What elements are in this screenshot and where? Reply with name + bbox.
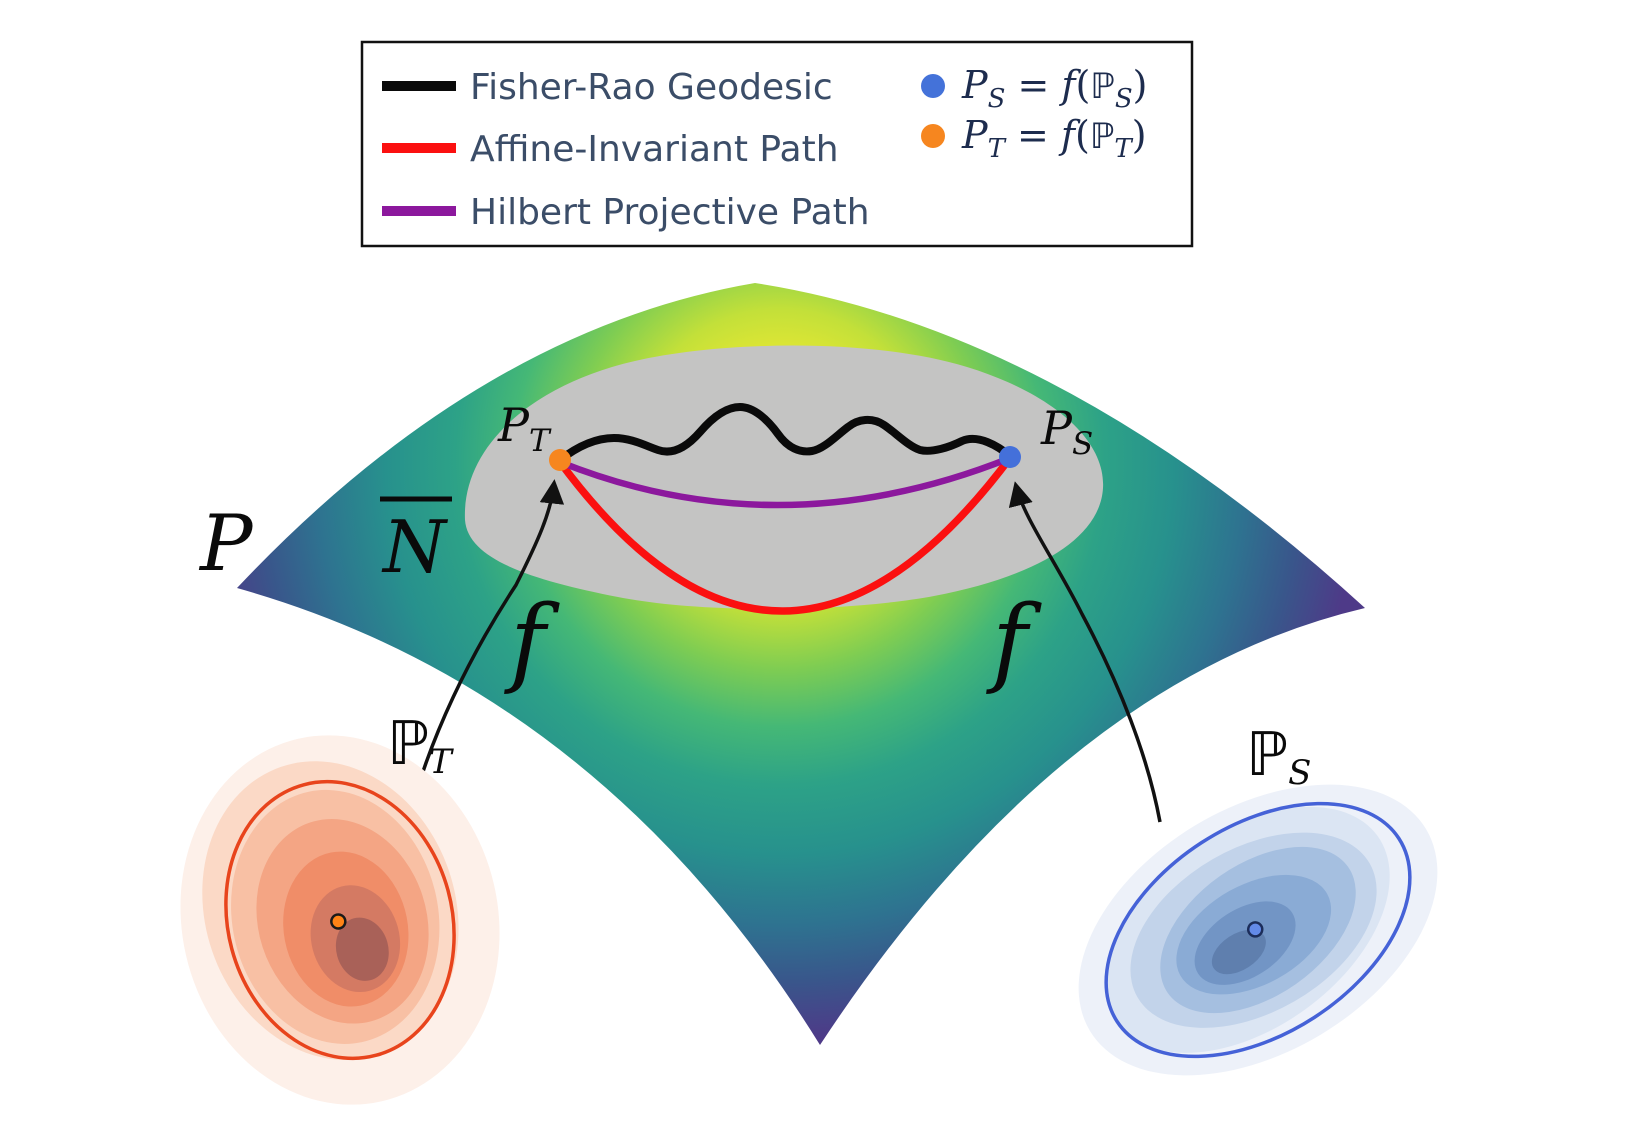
target-point-label: PT [497, 398, 552, 459]
source-point-label: PS [1040, 401, 1093, 462]
legend-marker-target [921, 124, 945, 148]
target-distribution-center [330, 913, 347, 930]
legend-label-fisher-rao: Fisher-Rao Geodesic [470, 67, 833, 108]
legend-math-source: PS = f(ℙS) [961, 63, 1147, 114]
source-distribution-label: ℙS [1246, 720, 1311, 793]
source-distribution-center [1246, 921, 1264, 938]
kde-level [1211, 929, 1266, 975]
closure-label: N [381, 505, 449, 589]
map-arrow-right [1008, 481, 1162, 823]
legend-label-hilbert: Hilbert Projective Path [470, 192, 870, 233]
target-point [549, 449, 571, 471]
source-distribution-ellipse [1104, 801, 1412, 1059]
legend-math-target: PT = f(ℙT) [961, 113, 1147, 164]
map-arrow-left [408, 479, 565, 816]
manifold-label: P [198, 499, 254, 589]
legend: Fisher-Rao Geodesic Affine-Invariant Pat… [360, 40, 1194, 248]
kde-level [335, 917, 389, 981]
fisher-rao-geodesic-path [556, 402, 1014, 464]
normal-closure-region [464, 345, 1104, 609]
source-point [999, 446, 1021, 468]
legend-marker-source [921, 74, 945, 98]
legend-label-affine-invariant: Affine-Invariant Path [470, 129, 839, 170]
hilbert-projective-path [556, 454, 1014, 509]
affine-invariant-path [556, 454, 1014, 615]
source-distribution [1078, 784, 1438, 1076]
target-distribution-label: ℙT [387, 709, 454, 782]
target-distribution [180, 735, 500, 1105]
legend-border [360, 40, 1194, 248]
